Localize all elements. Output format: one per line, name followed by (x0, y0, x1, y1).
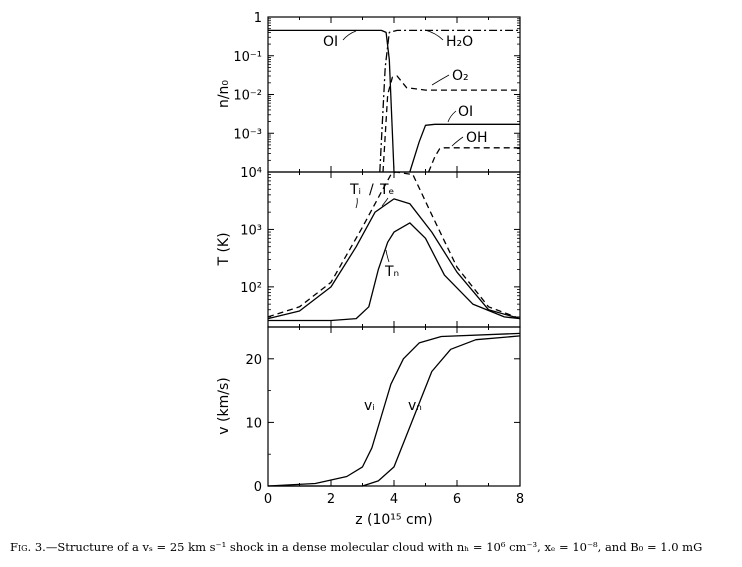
series-line-0-4 (427, 147, 520, 173)
series-line-1-1 (267, 198, 521, 320)
ytick-label: 10² (240, 281, 262, 296)
label-tn: Tₙ (384, 264, 399, 280)
label-te: Tₑ (379, 182, 394, 198)
label-ti: Tᵢ (349, 182, 361, 198)
ytick-label: 20 (245, 353, 262, 368)
series-line-0-3 (409, 123, 520, 173)
panel-bottom-frame (267, 326, 521, 487)
xtick-label: 4 (390, 492, 398, 507)
leader-o2 (431, 74, 450, 86)
leader-oi-lower (447, 110, 457, 123)
series-line-1-0 (267, 171, 521, 320)
ytick-label: 10³ (240, 223, 262, 238)
caption-text: —Structure of a vₛ = 25 km s⁻¹ shock in … (45, 540, 703, 554)
xtick-label: 6 (453, 492, 461, 507)
curves-layer (267, 29, 521, 487)
top-ylabel: n/n₀ (216, 80, 232, 108)
series-line-1-2 (268, 222, 521, 322)
label-h2o: H₂O (446, 34, 473, 50)
label-oh: OH (466, 130, 488, 146)
series-line-2-0 (267, 332, 521, 487)
leader-tn (385, 249, 390, 263)
ytick-label: 10 (245, 416, 262, 431)
ytick-label: 10⁻³ (233, 127, 262, 142)
leader-h2o (424, 29, 444, 41)
series-line-2-1 (268, 335, 521, 487)
panel-top-frame (267, 16, 521, 173)
series-line-0-2 (382, 75, 520, 173)
leader-te (381, 197, 389, 207)
leader-oh (451, 136, 464, 147)
xtick-label: 0 (264, 492, 272, 507)
leader-ti (355, 197, 358, 209)
series-line-0-1 (379, 29, 520, 173)
bottom-ylabel: v (km/s) (216, 377, 232, 434)
ytick-label: 10⁻² (233, 89, 262, 104)
label-oi-top: OI (323, 34, 338, 50)
xtick-label: 8 (516, 492, 524, 507)
leader-oi-top (342, 30, 357, 41)
ticks-layer: 1 10⁻¹ 10⁻² 10⁻³ 10⁴ 10³ 10² 0 10 20 0 2 4 6 8 (233, 11, 524, 507)
figure-caption: Fig. 3.—Structure of a vₛ = 25 km s⁻¹ sh… (10, 540, 740, 554)
bottom-xlabel: z (10¹⁵ cm) (355, 512, 433, 528)
label-slash: / (369, 182, 374, 198)
label-o2: O₂ (452, 68, 469, 84)
xtick-label: 2 (327, 492, 335, 507)
label-vi: vᵢ (364, 398, 375, 414)
ytick-label: 10⁻¹ (233, 50, 262, 65)
ytick-label: 1 (254, 11, 262, 26)
caption-fig-number: Fig. 3. (10, 540, 46, 554)
middle-ylabel: T (K) (216, 232, 232, 266)
label-vn: vₙ (408, 398, 422, 414)
label-oi-lower: OI (458, 104, 473, 120)
series-line-0-0 (268, 29, 395, 173)
ytick-label: 10⁴ (240, 166, 262, 181)
ytick-label: 0 (254, 480, 262, 495)
